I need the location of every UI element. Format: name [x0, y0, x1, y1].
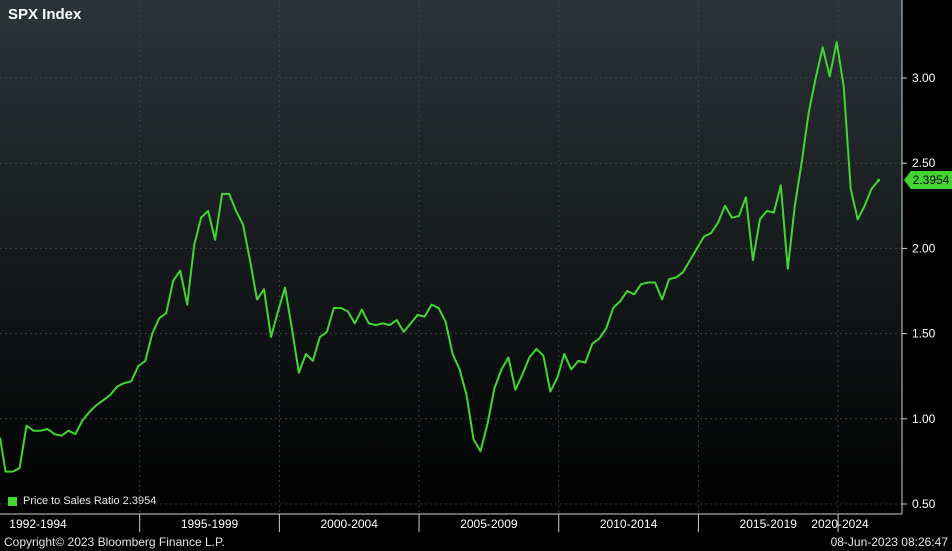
x-tick-label: 2000-2004	[321, 517, 379, 531]
latest-value-tag: 2.3954	[904, 171, 952, 190]
x-tick-label: 1992-1994	[9, 517, 67, 531]
series-layer	[0, 41, 881, 473]
y-tick-label: 1.00	[912, 412, 936, 426]
grid	[0, 0, 902, 514]
legend: Price to Sales Ratio 2.3954	[8, 495, 156, 507]
x-tick-label: 2015-2019	[740, 517, 798, 531]
latest-value-text: 2.3954	[913, 173, 950, 187]
x-tick-label: 2010-2014	[600, 517, 658, 531]
x-tick-label: 2005-2009	[460, 517, 518, 531]
series-line-price-to-sales	[0, 41, 880, 473]
copyright-text: Copyright© 2023 Bloomberg Finance L.P.	[4, 535, 225, 549]
plot-background	[0, 0, 902, 514]
y-tick-label: 2.00	[912, 241, 936, 255]
legend-swatch	[8, 496, 17, 506]
y-tick-label: 2.50	[912, 156, 936, 170]
y-tick-label: 0.50	[912, 497, 936, 511]
chart-title: SPX Index	[8, 6, 82, 23]
x-tick-label: 2020-2024	[811, 517, 869, 531]
timestamp-text: 08-Jun-2023 08:26:47	[830, 535, 948, 549]
legend-label: Price to Sales Ratio 2.3954	[23, 495, 157, 507]
axes: 0.50 1.00 1.50 2.00 2.50 3.00 1992-1994 1995-19…	[0, 0, 936, 532]
y-tick-label: 1.50	[912, 327, 936, 341]
series-last-point	[877, 178, 881, 182]
y-tick-label: 3.00	[912, 71, 936, 85]
latest-value-badge: 2.3954	[904, 171, 952, 190]
x-tick-label: 1995-1999	[181, 517, 239, 531]
